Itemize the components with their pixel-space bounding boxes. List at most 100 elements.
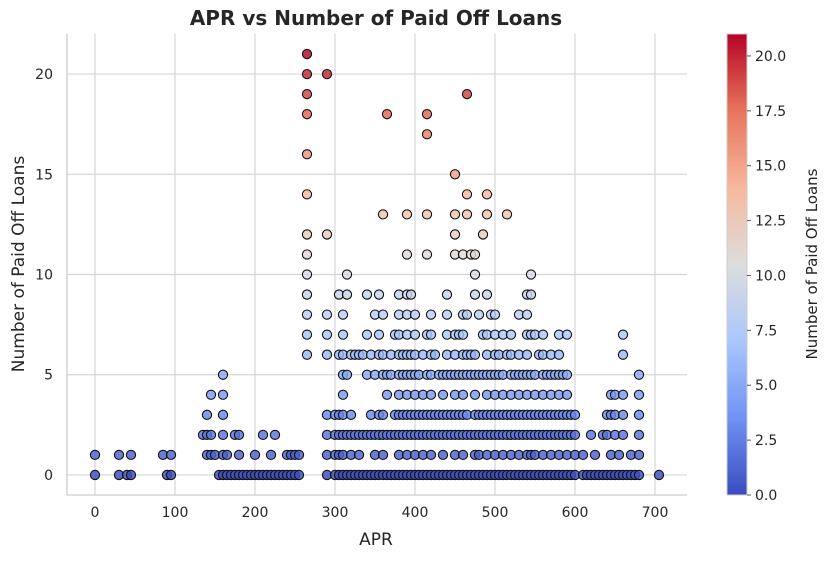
colorbar-bar [726, 33, 748, 496]
data-point [377, 209, 389, 220]
data-point [301, 88, 313, 100]
data-point [249, 449, 261, 461]
x-tick-label: 100 [162, 505, 189, 521]
data-point [617, 429, 629, 441]
data-point [525, 289, 537, 300]
colorbar: 0.0 2.5 5.0 7.5 10.0 12.5 15.0 17.5 20.0 [726, 33, 786, 504]
colorbar-tick-label: 7.5 [755, 323, 777, 339]
data-point [469, 269, 481, 280]
data-point [633, 469, 645, 481]
data-point [461, 209, 473, 220]
y-tick-label: 10 [35, 268, 53, 284]
data-point [569, 409, 581, 420]
data-point [481, 289, 493, 300]
data-point [321, 349, 333, 360]
data-point [537, 329, 549, 340]
data-point [381, 389, 393, 400]
data-point [633, 369, 645, 380]
data-point [233, 429, 245, 441]
data-point [633, 449, 645, 461]
data-point [301, 149, 313, 160]
colorbar-tick-label: 15.0 [755, 159, 786, 175]
data-point [633, 389, 645, 400]
colorbar-label: Number of Paid Off Loans [803, 168, 821, 359]
data-point [165, 469, 177, 481]
data-point [525, 269, 537, 280]
data-point [561, 369, 573, 380]
data-point [337, 389, 349, 400]
axes: 0 100 200 300 400 500 600 700 0 5 10 15 20 [35, 34, 687, 521]
data-point [125, 469, 137, 481]
data-point [425, 449, 437, 461]
y-tick-label: 20 [35, 67, 53, 83]
colorbar-tick-label: 12.5 [755, 214, 786, 230]
colorbar-tick-label: 0.0 [755, 488, 777, 504]
data-point [461, 309, 473, 320]
data-point [401, 249, 413, 260]
data-point [373, 289, 385, 300]
data-point [301, 109, 313, 120]
data-point [113, 449, 125, 461]
data-point [457, 389, 469, 400]
colorbar-tick-label: 17.5 [755, 104, 786, 120]
data-point [361, 329, 373, 340]
data-point [257, 429, 269, 441]
colorbar-tick-label: 5.0 [755, 378, 777, 394]
data-point [469, 249, 481, 260]
data-point [89, 469, 101, 481]
data-point [201, 409, 213, 420]
data-point [301, 249, 313, 260]
data-point [489, 309, 501, 320]
data-point [449, 229, 461, 240]
data-point [301, 329, 313, 340]
data-point [441, 309, 453, 320]
data-point [301, 289, 313, 300]
data-point [341, 289, 353, 300]
data-point [217, 429, 229, 441]
data-point [421, 209, 433, 220]
data-point [421, 109, 433, 120]
x-tick-label: 500 [482, 505, 509, 521]
data-point [421, 129, 433, 140]
data-point [321, 329, 333, 340]
data-point [617, 389, 629, 400]
data-point [505, 329, 517, 340]
data-point [473, 309, 485, 320]
data-point [341, 269, 353, 280]
data-point [577, 449, 589, 461]
data-point [165, 449, 177, 461]
data-point [217, 389, 229, 400]
data-point [353, 449, 365, 461]
data-point [381, 109, 393, 120]
data-point [233, 449, 245, 461]
colorbar-tick-label: 10.0 [755, 268, 786, 284]
data-point [553, 349, 565, 360]
data-point [481, 189, 493, 200]
data-point [617, 329, 629, 340]
data-point [449, 209, 461, 220]
data-point [585, 429, 597, 441]
data-point [409, 309, 421, 320]
y-tick-label: 0 [44, 468, 53, 484]
data-point [409, 329, 421, 340]
data-point [269, 429, 281, 441]
data-point [321, 229, 333, 240]
data-point [561, 389, 573, 400]
data-point [301, 349, 313, 360]
x-axis-label: APR [359, 530, 393, 550]
data-point [633, 429, 645, 441]
data-point [437, 389, 449, 400]
x-tick-label: 300 [322, 505, 349, 521]
data-point [613, 449, 625, 461]
data-point [477, 229, 489, 240]
data-point [429, 349, 441, 360]
data-point [221, 449, 233, 461]
data-point [569, 429, 581, 441]
data-point [217, 369, 229, 380]
data-point [337, 329, 349, 340]
data-point [561, 329, 573, 340]
data-point [377, 449, 389, 461]
data-point [437, 449, 449, 461]
